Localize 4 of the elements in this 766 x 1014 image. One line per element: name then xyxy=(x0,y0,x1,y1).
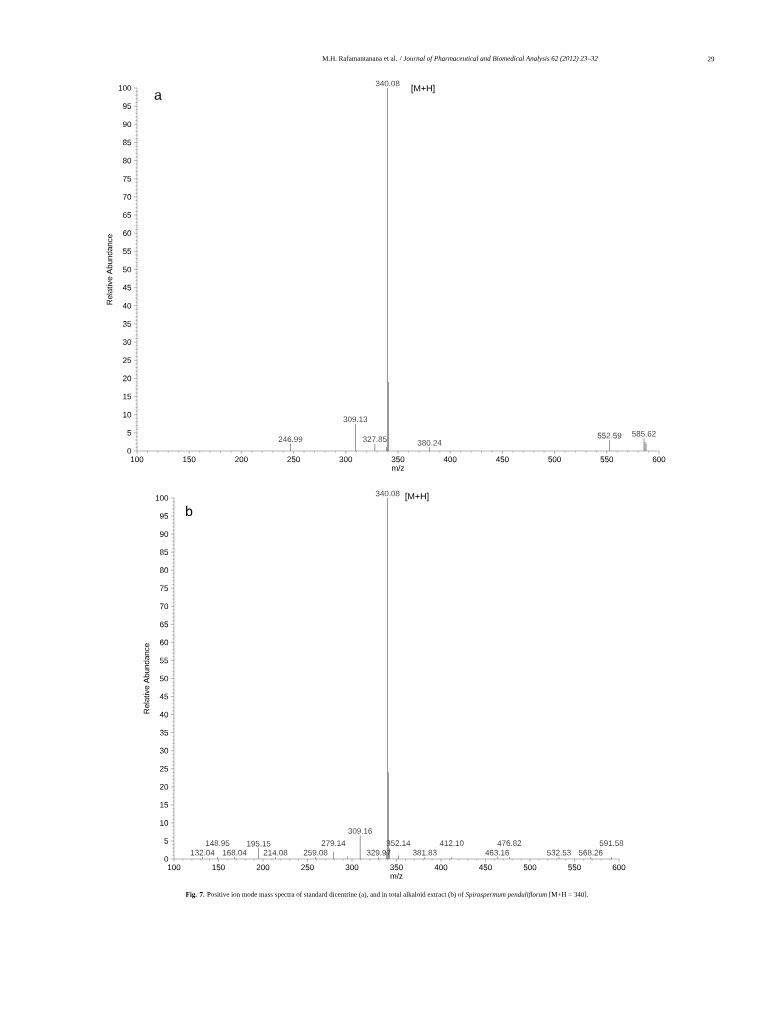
annotation: [M+H] xyxy=(411,84,435,94)
annotation: [M+H] xyxy=(405,492,429,502)
annotation: a xyxy=(154,92,162,100)
annotation: b xyxy=(186,505,193,517)
